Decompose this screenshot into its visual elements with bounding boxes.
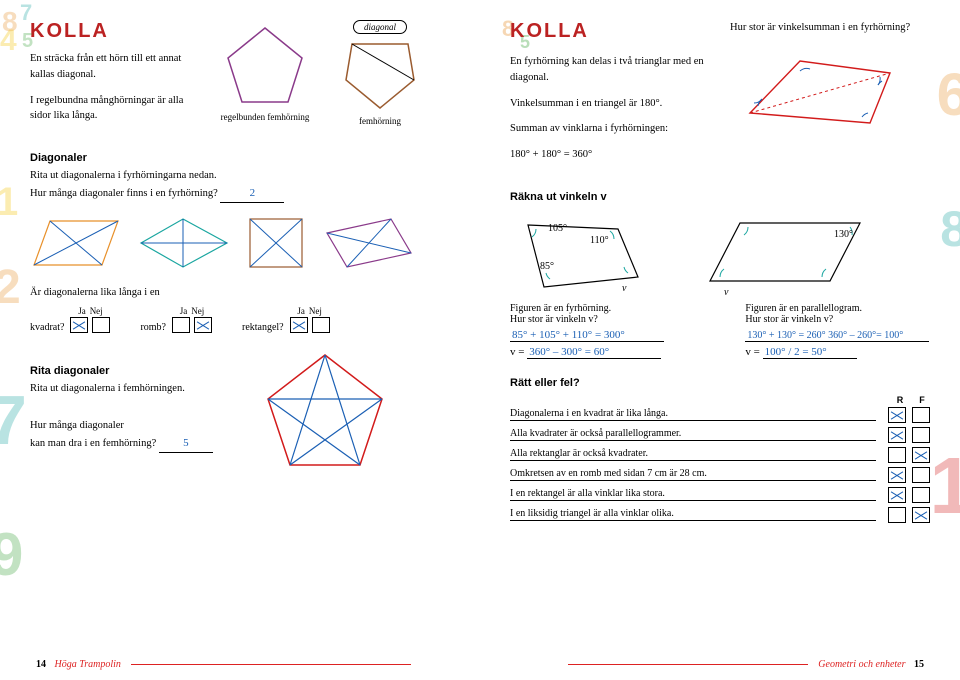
sec1-text: Rita ut diagonalerna i fyrhörningarna ne…	[30, 168, 450, 185]
r-intro-2: Vinkelsumman i en triangel är 180°.	[510, 96, 710, 112]
pentagon-with-diagonal: diagonal femhörning	[340, 20, 420, 126]
rf-text-3: Omkretsen av en romb med sidan 7 cm är 2…	[510, 468, 876, 481]
calc1a: 85° + 105° + 110° = 300°	[510, 329, 664, 342]
rektangel-ja[interactable]	[290, 317, 308, 333]
fig2-caption: Figuren är en parallellogram. Hur stor ä…	[745, 303, 930, 325]
rf-head-r: R	[892, 395, 908, 405]
true-false-table: RF Diagonalerna i en kvadrat är lika lån…	[510, 395, 930, 525]
q-equal-diagonals: Är diagonalerna lika långa i en	[30, 285, 450, 302]
rf-5-f[interactable]	[912, 507, 930, 523]
spread: 8 7 4 5 1 2 7 9 KOLLA En sträcka från et…	[0, 0, 960, 680]
rf-text-1: Alla kvadrater är också parallellogramme…	[510, 428, 876, 441]
calc2b: 100° / 2 = 50°	[763, 346, 857, 359]
r-intro-1: En fyrhörning kan delas i två trianglar …	[510, 54, 710, 86]
rf-3-f[interactable]	[912, 467, 930, 483]
q-angle-sum: Hur stor är vinkelsumman i en fyrhörning…	[730, 20, 910, 37]
quad-with-angles: 105° 110° 85° v	[510, 207, 660, 297]
romb-ja[interactable]	[172, 317, 190, 333]
kolla-title-right: KOLLA	[510, 20, 710, 43]
section-ratt-fel: Rätt eller fel?	[510, 377, 930, 389]
rf-1-r[interactable]	[888, 427, 906, 443]
quadrilateral-row	[30, 213, 450, 273]
rf-text-2: Alla rektanglar är också kvadrater.	[510, 448, 876, 461]
section-rita-diagonaler: Rita diagonaler	[30, 365, 230, 377]
page-num-14: 14	[36, 659, 46, 670]
page-left: 8 7 4 5 1 2 7 9 KOLLA En sträcka från et…	[0, 0, 480, 680]
r-intro-3: Summan av vinklarna i fyrhörningen:	[510, 121, 710, 137]
caption-regular-pentagon: regelbunden femhörning	[221, 112, 310, 122]
rf-4-f[interactable]	[912, 487, 930, 503]
kvadrat-nej[interactable]	[92, 317, 110, 333]
q3b: kan man dra i en femhörning?	[30, 438, 156, 449]
parallelogram-angles: 130° v	[700, 207, 870, 297]
rf-head-f: F	[914, 395, 930, 405]
rf-1-f[interactable]	[912, 427, 930, 443]
section-name: Geometri och enheter	[818, 659, 905, 670]
svg-text:v: v	[724, 287, 729, 297]
shape-kvadrat: kvadrat?	[30, 322, 64, 333]
footer-left: 14 Höga Trampolin	[30, 659, 411, 670]
rf-2-f[interactable]	[912, 447, 930, 463]
kolla-title-left: KOLLA	[30, 20, 190, 43]
rf-0-f[interactable]	[912, 407, 930, 423]
section-diagonaler: Diagonaler	[30, 152, 450, 164]
q-how-many-diagonals: Hur många diagonaler finns i en fyrhörni…	[30, 188, 218, 199]
footer-right: Geometri och enheter 15	[568, 659, 930, 670]
rektangel-nej[interactable]	[312, 317, 330, 333]
fig1-caption: Figuren är en fyrhörning. Hur stor är vi…	[510, 303, 685, 325]
section-rakna-vinkeln: Räkna ut vinkeln v	[510, 191, 930, 203]
page-right: 6 8 1 8 5 KOLLA En fyrhörning kan delas …	[480, 0, 960, 680]
yn-nej: Nej	[90, 306, 103, 316]
rf-text-0: Diagonalerna i en kvadrat är lika långa.	[510, 408, 876, 421]
calc2b-prefix: v =	[745, 346, 759, 358]
intro-2: I regelbundna månghörningar är alla sido…	[30, 93, 190, 125]
svg-text:85°: 85°	[540, 261, 554, 272]
answer-2: 2	[220, 185, 284, 204]
svg-text:110°: 110°	[590, 235, 609, 246]
rf-text-4: I en rektangel är alla vinklar lika stor…	[510, 488, 876, 501]
pentagon-star	[260, 347, 390, 472]
intro-1: En sträcka från ett hörn till ett annat …	[30, 51, 190, 83]
rf-3-r[interactable]	[888, 467, 906, 483]
regular-pentagon-figure: regelbunden femhörning	[220, 20, 310, 122]
romb-nej[interactable]	[194, 317, 212, 333]
answer-5: 5	[159, 435, 213, 454]
q3a: Hur många diagonaler	[30, 420, 124, 431]
book-title: Höga Trampolin	[55, 659, 121, 670]
shape-romb: romb?	[140, 322, 166, 333]
shape-rektangel: rektangel?	[242, 322, 284, 333]
yn-ja: Ja	[78, 306, 86, 316]
caption-pentagon: femhörning	[359, 116, 401, 126]
quadrilateral-split	[730, 43, 910, 133]
calc2a: 130° + 130° = 260° 360° – 260°= 100°	[745, 330, 929, 342]
diagonal-label: diagonal	[353, 20, 407, 34]
r-intro-4: 180° + 180° = 360°	[510, 147, 710, 163]
rf-text-5: I en liksidig triangel är alla vinklar o…	[510, 508, 876, 521]
calc1b-prefix: v =	[510, 346, 524, 358]
svg-text:105°: 105°	[548, 223, 567, 234]
calc1b: 360° – 300° = 60°	[527, 346, 661, 359]
rf-5-r[interactable]	[888, 507, 906, 523]
svg-text:130°: 130°	[834, 229, 853, 240]
rf-2-r[interactable]	[888, 447, 906, 463]
kvadrat-ja[interactable]	[70, 317, 88, 333]
rf-4-r[interactable]	[888, 487, 906, 503]
page-num-15: 15	[914, 659, 924, 670]
rf-0-r[interactable]	[888, 407, 906, 423]
svg-text:v: v	[622, 283, 627, 294]
sec2-text: Rita ut diagonalerna i femhörningen.	[30, 381, 230, 398]
